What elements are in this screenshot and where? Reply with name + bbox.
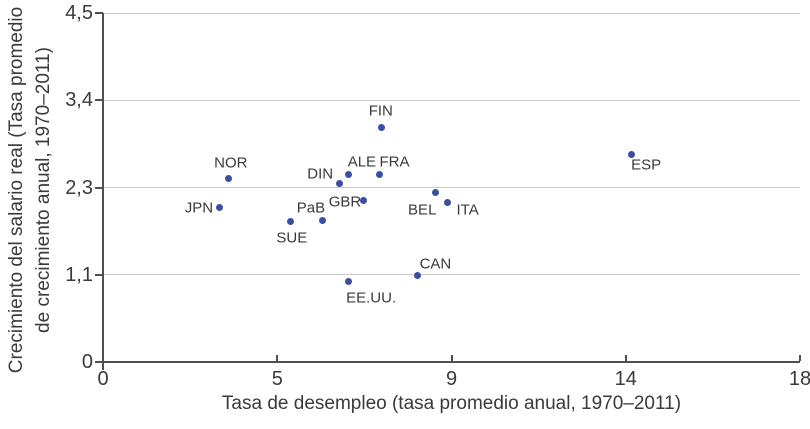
y-gridline bbox=[103, 12, 800, 14]
x-tick-label: 18 bbox=[788, 368, 810, 390]
data-point-din bbox=[335, 180, 343, 188]
data-point-label-can: CAN bbox=[419, 255, 452, 273]
data-point-can bbox=[413, 271, 421, 279]
data-point-label-nor: NOR bbox=[214, 154, 248, 172]
x-tick-label: 14 bbox=[614, 368, 637, 390]
data-point-fra bbox=[375, 170, 383, 178]
x-tick-label: 5 bbox=[271, 368, 283, 390]
y-axis-line bbox=[102, 13, 104, 370]
data-point-label-jpn: JPN bbox=[184, 199, 214, 217]
data-point-bel bbox=[431, 189, 439, 197]
x-tick-label: 0 bbox=[97, 368, 109, 390]
y-gridline bbox=[103, 274, 800, 276]
data-point-label-ale: ALE bbox=[347, 153, 377, 171]
data-point-label-fin: FIN bbox=[368, 102, 393, 120]
y-tick-label: 4,5 bbox=[65, 2, 93, 24]
x-tick-label: 9 bbox=[445, 368, 458, 390]
data-point-label-ita: ITA bbox=[456, 201, 479, 219]
x-tick bbox=[276, 355, 279, 361]
y-tick-label: 0 bbox=[81, 351, 93, 373]
data-point-label-esp: ESP bbox=[631, 156, 662, 174]
data-point-eeuu bbox=[344, 277, 352, 285]
data-point-nor bbox=[225, 175, 233, 183]
y-tick-label: 1,1 bbox=[65, 263, 93, 286]
data-point-label-din: DIN bbox=[307, 165, 334, 183]
y-axis-title-line2: de crecimiento anual, 1970–2011) bbox=[33, 47, 54, 333]
data-point-label-fra: FRA bbox=[379, 153, 410, 171]
x-axis-title: Tasa de desempleo (tasa promedio anual, … bbox=[221, 393, 682, 414]
y-tick-label: 3,4 bbox=[65, 89, 93, 112]
data-point-label-pab: PaB bbox=[296, 199, 326, 217]
data-point-sue bbox=[287, 218, 295, 226]
y-gridline bbox=[103, 99, 800, 101]
y-tick-label: 2,3 bbox=[65, 176, 93, 199]
data-point-label-eeuu: EE.UU. bbox=[346, 289, 397, 307]
x-tick bbox=[450, 355, 453, 361]
data-point-fin bbox=[378, 124, 386, 132]
y-tick bbox=[95, 99, 103, 102]
data-point-label-sue: SUE bbox=[276, 229, 308, 247]
data-point-label-bel: BEL bbox=[408, 201, 437, 219]
x-tick bbox=[624, 355, 627, 361]
x-tick bbox=[799, 355, 801, 361]
data-point-ita bbox=[444, 198, 452, 206]
y-tick bbox=[95, 186, 103, 189]
data-point-gbr bbox=[360, 197, 368, 205]
data-point-label-gbr: GBR bbox=[328, 193, 362, 211]
y-tick bbox=[95, 273, 103, 276]
y-axis-title-line1: Crecimiento del salario real (Tasa prome… bbox=[6, 6, 27, 374]
x-axis-line bbox=[95, 361, 800, 363]
data-point-jpn bbox=[216, 204, 224, 212]
y-axis-title: Crecimiento del salario real (Tasa prome… bbox=[3, 0, 57, 405]
y-tick bbox=[95, 12, 103, 14]
data-point-ale bbox=[345, 170, 353, 178]
data-point-pab bbox=[319, 216, 327, 224]
y-gridline bbox=[103, 187, 800, 188]
data-point-esp bbox=[627, 150, 635, 158]
y-tick bbox=[95, 361, 103, 363]
